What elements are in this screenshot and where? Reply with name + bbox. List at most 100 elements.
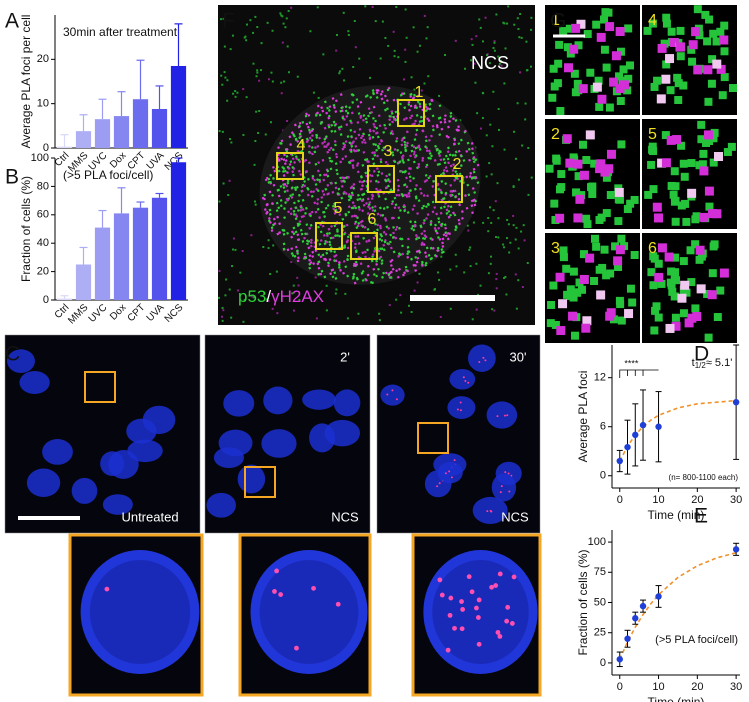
foci	[362, 138, 366, 142]
foci	[478, 360, 481, 363]
tile-label: 6	[648, 240, 657, 257]
stain-sep: /	[266, 287, 271, 306]
speckle	[226, 99, 229, 102]
foci	[440, 127, 444, 131]
pixel-green	[644, 190, 653, 199]
bar	[151, 197, 168, 300]
foci	[369, 220, 373, 224]
foci	[424, 135, 428, 139]
pixel-magenta	[657, 158, 667, 168]
foci	[444, 226, 448, 230]
pixel-green	[679, 309, 688, 318]
foci	[466, 574, 472, 580]
foci	[422, 194, 426, 197]
foci	[359, 100, 363, 104]
speckle	[270, 71, 273, 74]
foci	[319, 230, 323, 234]
foci	[348, 141, 352, 145]
foci	[459, 599, 464, 604]
pixel-green	[569, 293, 578, 302]
foci	[347, 198, 351, 202]
speckle	[347, 30, 350, 33]
foci	[411, 224, 415, 228]
pixel-green	[615, 195, 624, 204]
pixel-green	[569, 267, 578, 276]
pixel-green	[594, 76, 603, 85]
y-tick-label: 100	[31, 152, 49, 164]
speckle	[245, 96, 248, 99]
foci	[339, 125, 343, 129]
pixel-green	[611, 242, 620, 251]
foci	[406, 245, 410, 249]
foci	[283, 162, 287, 166]
foci	[350, 111, 354, 115]
foci	[402, 161, 405, 164]
foci	[438, 482, 441, 485]
foci	[368, 128, 372, 132]
pixel-green	[650, 82, 659, 91]
foci	[378, 206, 382, 210]
foci	[366, 197, 370, 201]
pixel-green	[616, 300, 625, 309]
foci	[317, 272, 321, 276]
speckle	[275, 270, 278, 273]
foci	[368, 136, 372, 140]
foci	[298, 220, 302, 224]
foci	[325, 111, 329, 115]
foci	[376, 192, 380, 196]
foci	[457, 197, 461, 201]
foci	[339, 133, 343, 136]
speckle	[503, 148, 506, 151]
foci	[486, 510, 489, 513]
foci	[462, 376, 465, 379]
cell-nucleus	[309, 423, 336, 453]
y-axis-label: Average PLA foci	[576, 371, 590, 463]
sample-note: (n= 800-1100 each)	[669, 473, 739, 482]
tile-label: 2	[551, 126, 560, 143]
foci	[414, 195, 418, 199]
foci	[407, 191, 411, 195]
foci	[277, 188, 281, 192]
x-tick-label: 10	[652, 681, 664, 693]
foci	[459, 401, 462, 404]
foci	[350, 121, 353, 125]
annotation: (>5 PLA foci/cell)	[655, 634, 738, 646]
foci	[375, 126, 379, 130]
foci	[403, 183, 407, 187]
foci	[344, 176, 348, 180]
foci	[424, 109, 428, 113]
foci	[297, 193, 301, 197]
foci	[367, 203, 371, 206]
foci	[360, 271, 364, 275]
pixel-green	[643, 26, 652, 35]
pixel-magenta	[573, 159, 583, 169]
speckle	[472, 221, 475, 224]
foci	[282, 158, 286, 162]
pixel-green	[709, 29, 718, 38]
foci	[333, 250, 337, 254]
pixel-green	[677, 141, 686, 150]
roi-box	[397, 99, 425, 127]
pixel-magenta	[596, 159, 606, 169]
speckle	[234, 248, 237, 251]
foci	[461, 216, 464, 220]
foci	[373, 205, 377, 208]
foci	[369, 179, 373, 183]
foci	[296, 149, 300, 153]
foci	[403, 143, 407, 147]
foci	[431, 185, 435, 188]
speckle	[284, 26, 287, 29]
speckle	[466, 224, 469, 227]
foci	[450, 190, 454, 193]
speckle	[488, 206, 491, 209]
foci	[439, 120, 443, 124]
foci	[325, 240, 329, 244]
pixel-magenta	[695, 245, 705, 255]
foci	[350, 135, 353, 138]
panel-label: B	[5, 166, 19, 189]
zoom-frame	[411, 533, 542, 697]
speckle	[286, 45, 289, 48]
foci	[387, 226, 391, 230]
foci	[447, 146, 450, 150]
foci	[323, 215, 327, 218]
